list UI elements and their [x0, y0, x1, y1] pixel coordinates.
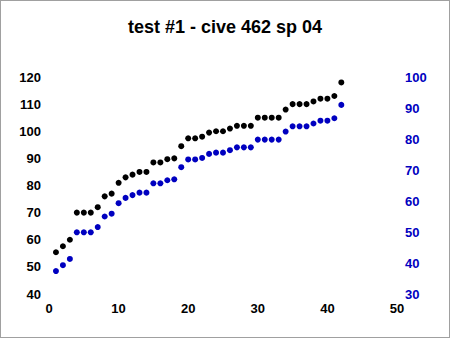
svg-text:20: 20	[181, 301, 195, 316]
svg-text:0: 0	[45, 301, 52, 316]
svg-text:40: 40	[320, 301, 334, 316]
svg-text:30: 30	[405, 287, 419, 302]
svg-text:50: 50	[390, 301, 404, 316]
svg-text:120: 120	[19, 70, 41, 85]
svg-text:80: 80	[405, 132, 419, 147]
svg-text:30: 30	[251, 301, 265, 316]
svg-text:40: 40	[405, 256, 419, 271]
svg-text:60: 60	[405, 194, 419, 209]
svg-text:110: 110	[20, 97, 41, 112]
svg-text:60: 60	[27, 232, 41, 247]
svg-text:40: 40	[27, 287, 41, 302]
svg-text:50: 50	[27, 259, 41, 274]
svg-text:80: 80	[27, 178, 41, 193]
svg-text:70: 70	[27, 205, 41, 220]
svg-text:50: 50	[405, 225, 419, 240]
svg-text:100: 100	[405, 70, 427, 85]
svg-text:10: 10	[111, 301, 125, 316]
svg-text:100: 100	[19, 124, 41, 139]
svg-text:90: 90	[405, 101, 419, 116]
svg-text:test #1 - cive 462 sp 04: test #1 - cive 462 sp 04	[128, 17, 322, 37]
svg-text:70: 70	[405, 163, 419, 178]
svg-text:90: 90	[27, 151, 41, 166]
